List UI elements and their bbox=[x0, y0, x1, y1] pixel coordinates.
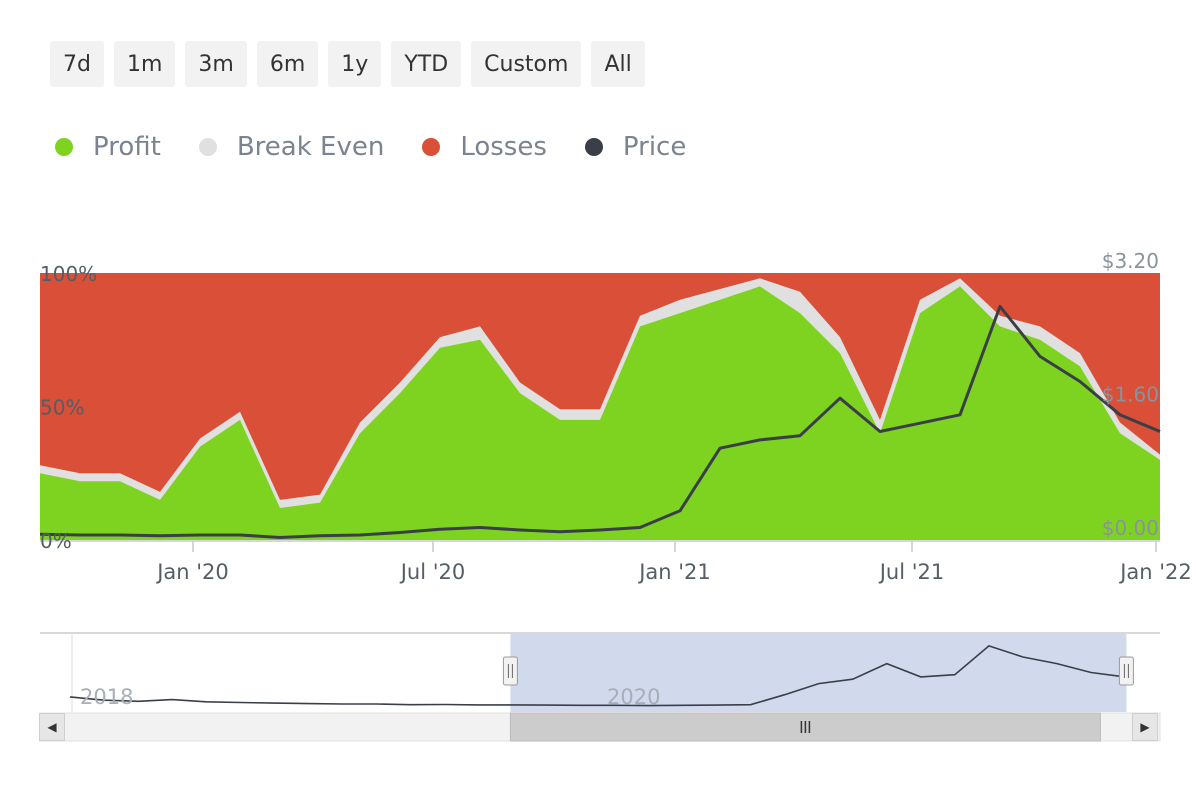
series-price-line bbox=[39, 304, 1161, 539]
scroll-left-arrow-icon[interactable]: ◀ bbox=[39, 713, 65, 741]
range-button-1m[interactable]: 1m bbox=[113, 41, 176, 87]
navigator-price-line bbox=[69, 645, 1126, 707]
legend-label-break-even: Break Even bbox=[236, 132, 385, 162]
x-tick-label: Jul '21 bbox=[878, 560, 945, 584]
scroll-right-arrow-icon[interactable]: ▶ bbox=[1132, 713, 1158, 741]
range-selector: 7d 1m 3m 6m 1y YTD Custom All bbox=[50, 41, 645, 87]
left-axis-label: 100% bbox=[40, 262, 97, 286]
navigator-year-label: 2020 bbox=[607, 685, 660, 709]
x-tick-label: Jan '20 bbox=[155, 560, 229, 584]
range-button-1y[interactable]: 1y bbox=[328, 41, 382, 87]
navigator-right-handle[interactable] bbox=[1118, 656, 1134, 686]
legend-dot-price bbox=[584, 138, 603, 156]
legend-item-price[interactable]: Price bbox=[584, 132, 687, 162]
x-tick-label: Jan '22 bbox=[1118, 560, 1192, 584]
left-axis-label: 50% bbox=[40, 396, 84, 420]
x-tick-label: Jul '20 bbox=[399, 560, 466, 584]
legend-label-price: Price bbox=[622, 132, 687, 162]
legend-item-break-even[interactable]: Break Even bbox=[198, 132, 385, 162]
right-axis-label: $3.20 bbox=[1102, 249, 1159, 273]
legend-item-losses[interactable]: Losses bbox=[422, 132, 547, 162]
legend-label-losses: Losses bbox=[460, 132, 547, 162]
legend-dot-break-even bbox=[198, 138, 217, 156]
legend-item-profit[interactable]: Profit bbox=[55, 132, 161, 162]
legend-dot-profit bbox=[55, 138, 73, 156]
range-button-6m[interactable]: 6m bbox=[256, 41, 319, 87]
legend: Profit Break Even Losses Price bbox=[55, 132, 686, 162]
range-button-ytd[interactable]: YTD bbox=[391, 41, 462, 87]
range-button-7d[interactable]: 7d bbox=[50, 41, 104, 87]
navigator-left-handle[interactable] bbox=[502, 656, 518, 686]
legend-dot-losses bbox=[422, 138, 441, 156]
series-profit-area bbox=[40, 286, 1160, 540]
x-tick-label: Jan '21 bbox=[637, 560, 711, 584]
left-axis-label: 0% bbox=[40, 529, 72, 553]
right-axis-label: $0.00 bbox=[1102, 516, 1159, 540]
legend-label-profit: Profit bbox=[93, 132, 161, 162]
navigator-selection bbox=[510, 633, 1127, 712]
right-axis-label: $1.60 bbox=[1102, 383, 1159, 407]
range-button-3m[interactable]: 3m bbox=[185, 41, 247, 87]
range-button-custom[interactable]: Custom bbox=[471, 41, 582, 87]
navigator-year-label: 2018 bbox=[80, 685, 133, 709]
range-button-all[interactable]: All bbox=[591, 41, 645, 87]
